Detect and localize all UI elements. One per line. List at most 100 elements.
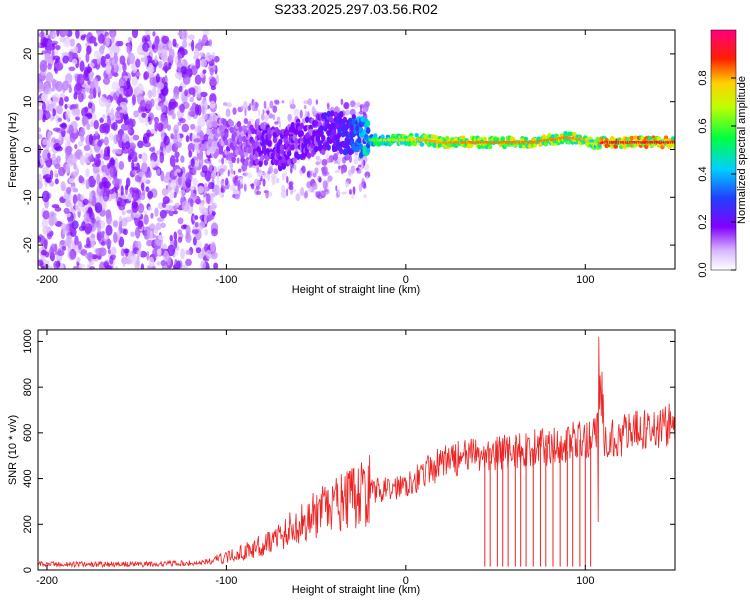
heatmap-cell xyxy=(115,110,121,119)
x-tick-label: -100 xyxy=(215,575,237,587)
heatmap-cell xyxy=(477,144,482,150)
heatmap-cell xyxy=(237,179,241,187)
heatmap-cell xyxy=(268,191,273,197)
heatmap-cell xyxy=(358,143,364,150)
heatmap-cell xyxy=(131,30,139,39)
heatmap-cell xyxy=(209,205,213,217)
heatmap-cell xyxy=(232,193,236,198)
heatmap-cell xyxy=(91,233,96,239)
heatmap-cell xyxy=(180,65,187,75)
heatmap-cell xyxy=(132,134,140,141)
heatmap-cell xyxy=(82,198,89,206)
heatmap-cell xyxy=(258,160,263,167)
heatmap-cell xyxy=(38,82,45,93)
heatmap-cell xyxy=(69,38,75,47)
heatmap-cell xyxy=(199,58,207,68)
heatmap-cell xyxy=(312,130,317,137)
heatmap-cell xyxy=(65,235,73,246)
heatmap-cell xyxy=(125,177,131,188)
heatmap-cell xyxy=(92,86,97,99)
heatmap-cell xyxy=(333,145,339,152)
y-tick-label: 800 xyxy=(22,378,34,396)
heatmap-cell xyxy=(227,169,230,177)
heatmap-cell xyxy=(141,152,148,163)
heatmap-cell xyxy=(141,175,147,183)
heatmap-cell xyxy=(41,93,47,102)
heatmap-cell xyxy=(262,109,265,115)
heatmap-cell xyxy=(74,103,79,109)
heatmap-cell xyxy=(264,114,269,122)
heatmap-cell xyxy=(94,130,99,137)
heatmap-cell xyxy=(568,131,574,136)
heatmap-cell xyxy=(194,141,199,152)
heatmap-cell xyxy=(133,156,138,163)
heatmap-cell xyxy=(93,120,99,130)
heatmap-cell xyxy=(83,212,90,220)
heatmap-cell xyxy=(154,207,159,217)
heatmap-cell xyxy=(208,181,215,190)
heatmap-cell xyxy=(287,150,292,157)
heatmap-cell xyxy=(42,138,48,146)
heatmap-cell xyxy=(73,92,78,100)
heatmap-cell xyxy=(323,188,329,193)
heatmap-cell xyxy=(268,165,273,174)
heatmap-cell xyxy=(101,240,106,247)
heatmap-cell xyxy=(220,140,226,147)
heatmap-cell xyxy=(644,144,649,149)
heatmap-cell xyxy=(181,40,188,49)
heatmap-cell xyxy=(185,233,192,244)
heatmap-cell xyxy=(220,180,225,186)
heatmap-cell xyxy=(274,121,279,125)
heatmap-cell xyxy=(177,236,183,243)
heatmap-cell xyxy=(68,66,76,72)
heatmap-cell xyxy=(64,96,69,103)
heatmap-cell xyxy=(257,117,260,125)
heatmap-cell xyxy=(626,142,631,148)
heatmap-cell xyxy=(126,43,132,55)
heatmap-cell xyxy=(348,188,353,195)
heatmap-cell xyxy=(299,130,304,137)
heatmap-cell xyxy=(80,35,86,41)
heatmap-cell xyxy=(307,188,312,192)
heatmap-cell xyxy=(54,145,63,152)
heatmap-cell xyxy=(86,32,94,44)
heatmap-cell xyxy=(142,132,150,144)
heatmap-cell xyxy=(487,144,493,150)
heatmap-cell xyxy=(46,103,55,112)
heatmap-cell xyxy=(116,148,122,155)
heatmap-cell xyxy=(54,178,59,185)
heatmap-cell xyxy=(63,30,69,36)
y-tick-label: 0 xyxy=(22,567,34,573)
heatmap-cell xyxy=(333,111,339,118)
heatmap-cell xyxy=(294,143,299,150)
heatmap-cell xyxy=(257,108,260,117)
heatmap-cell xyxy=(233,170,236,175)
heatmap-cell xyxy=(146,239,153,247)
heatmap-cell xyxy=(195,247,202,254)
heatmap-cell xyxy=(243,160,249,167)
heatmap-cell xyxy=(185,177,192,188)
heatmap-cell xyxy=(63,40,71,48)
heatmap-cell xyxy=(119,220,123,230)
heatmap-cell xyxy=(117,62,122,73)
heatmap-cell xyxy=(106,145,111,157)
heatmap-cell xyxy=(250,183,254,187)
heatmap-cell xyxy=(284,169,287,179)
snr-frame xyxy=(37,329,676,571)
heatmap-cell xyxy=(356,101,361,108)
heatmap-cell xyxy=(293,164,297,171)
heatmap-cell xyxy=(127,52,136,65)
heatmap-cell xyxy=(344,109,351,116)
colorbar-ticks: 0.0 0.2 0.4 0.6 0.8 xyxy=(697,70,736,278)
heatmap-cell xyxy=(156,261,161,266)
heatmap-cell xyxy=(453,137,459,142)
heatmap-cell xyxy=(365,147,371,154)
heatmap-cell xyxy=(204,170,212,182)
heatmap-cell xyxy=(202,69,207,74)
heatmap-cell xyxy=(444,136,450,141)
heatmap-cell xyxy=(102,77,111,85)
heatmap-cell xyxy=(164,64,168,74)
heatmap-cell xyxy=(131,118,136,128)
heatmap-cell xyxy=(276,177,280,184)
